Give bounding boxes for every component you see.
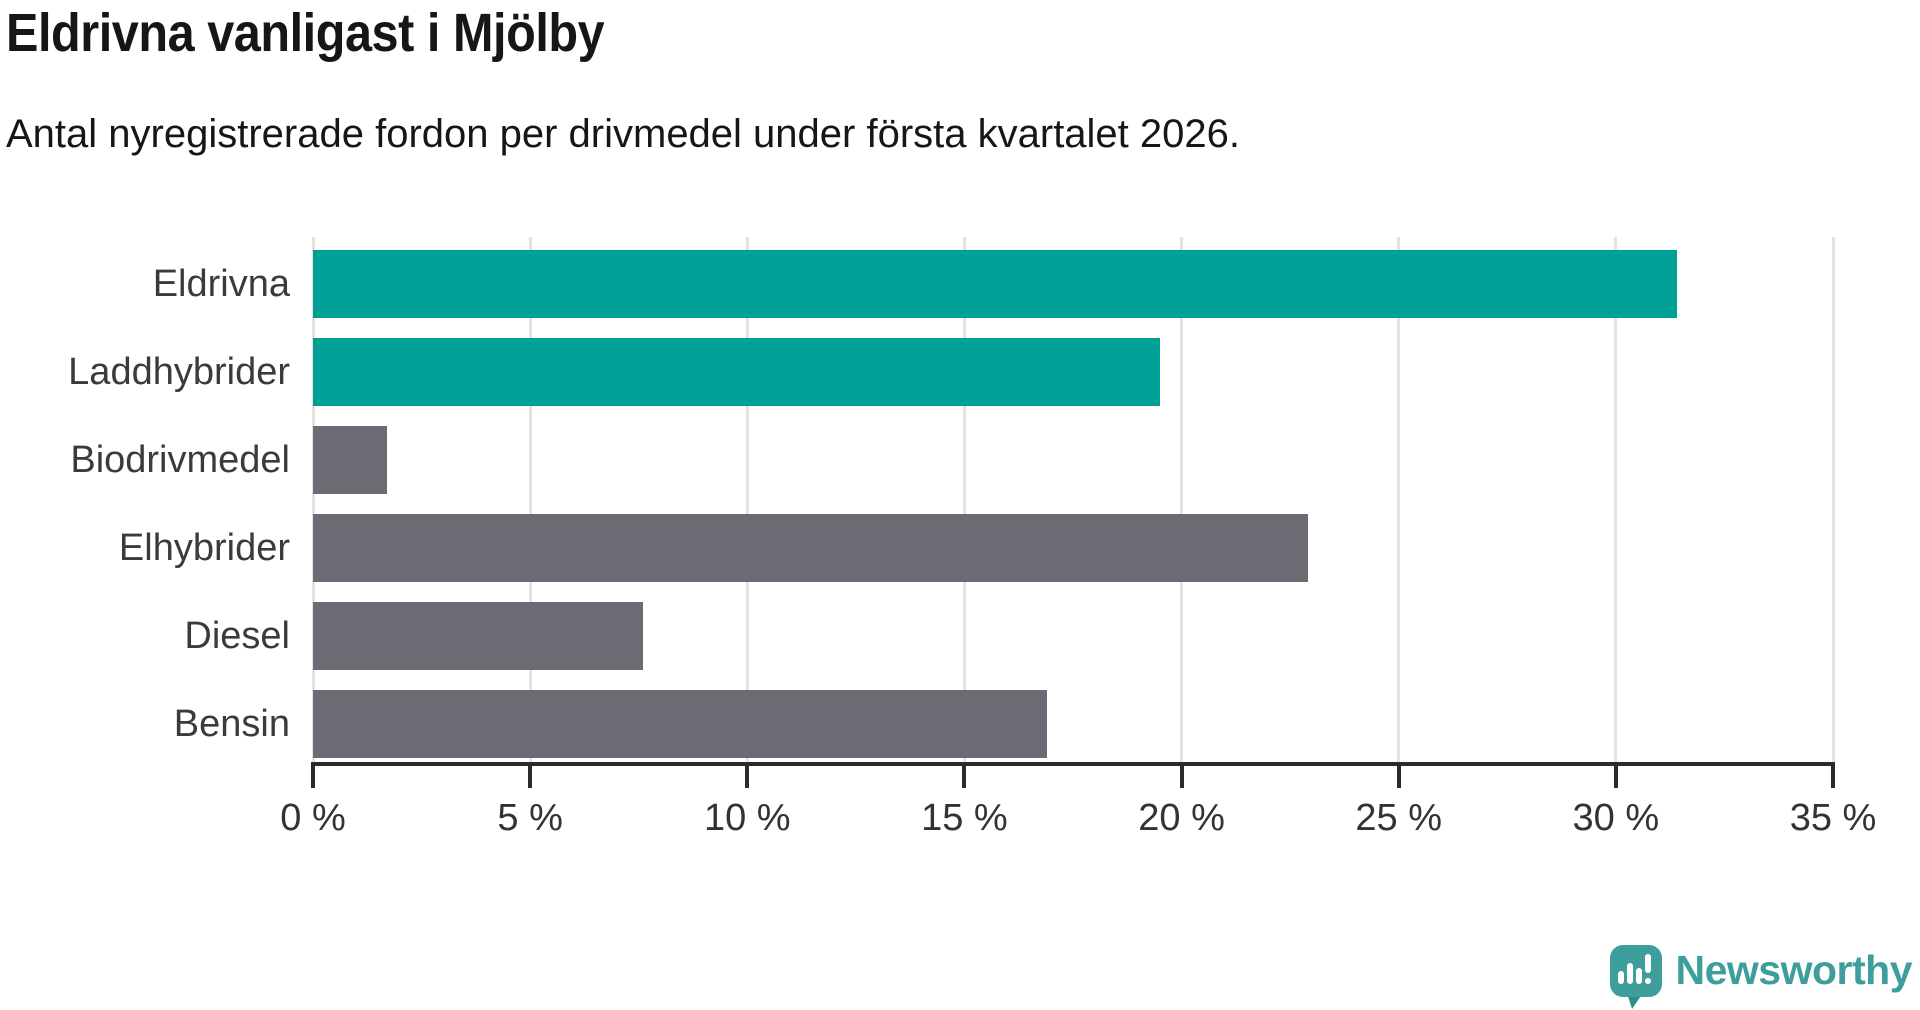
gridline xyxy=(528,237,532,762)
x-tick xyxy=(528,762,533,788)
category-label: Eldrivna xyxy=(152,263,290,305)
x-tick xyxy=(745,762,750,788)
x-tick xyxy=(1613,762,1618,788)
bar-diesel xyxy=(313,602,644,670)
bar-eldrivna xyxy=(313,250,1677,318)
page-title: Eldrivna vanligast i Mjölby xyxy=(6,3,605,63)
x-tick xyxy=(1179,762,1184,788)
category-label: Elhybrider xyxy=(118,527,290,569)
newsworthy-wordmark: Newsworthy xyxy=(1675,946,1913,993)
x-tick-label: 15 % xyxy=(921,797,1008,839)
x-tick xyxy=(1831,762,1835,788)
gridline xyxy=(1831,237,1835,762)
bar-laddhybrider xyxy=(313,338,1160,406)
category-label: Laddhybrider xyxy=(68,351,290,393)
x-tick xyxy=(1396,762,1401,788)
x-tick-label: 5 % xyxy=(497,797,563,839)
bar-elhybrider xyxy=(313,514,1308,582)
newsworthy-speech-bubble-chart-icon xyxy=(1609,945,1662,1009)
x-tick-label: 35 % xyxy=(1789,797,1877,839)
gridline xyxy=(962,237,966,762)
x-tick-label: 25 % xyxy=(1355,797,1443,839)
gridline xyxy=(1614,237,1618,762)
x-tick xyxy=(311,762,315,788)
x-tick xyxy=(962,762,967,788)
gridline xyxy=(745,237,749,762)
page-subtitle: Antal nyregistrerade fordon per drivmede… xyxy=(6,112,1241,156)
bar-biodrivmedel xyxy=(313,426,387,494)
x-tick-label: 30 % xyxy=(1572,797,1660,839)
category-label: Biodrivmedel xyxy=(70,439,290,481)
newsworthy-logo: Newsworthy xyxy=(1609,944,1913,1010)
category-label: Diesel xyxy=(184,615,290,657)
plot-area: 0 % 5 % 10 % 15 % 20 % 25 % 30 % 35 % xyxy=(280,237,1876,839)
bar-bensin xyxy=(313,690,1047,758)
x-tick-label: 20 % xyxy=(1138,797,1225,839)
gridline xyxy=(1180,237,1184,762)
x-axis-line xyxy=(311,762,1835,766)
category-labels-column: Eldrivna Laddhybrider Biodrivmedel Elhybrid… xyxy=(0,237,290,762)
gridline xyxy=(1397,237,1401,762)
x-tick-label: 0 % xyxy=(280,797,346,839)
category-label: Bensin xyxy=(173,703,290,745)
x-tick-label: 10 % xyxy=(703,797,791,839)
gridline xyxy=(311,237,315,762)
